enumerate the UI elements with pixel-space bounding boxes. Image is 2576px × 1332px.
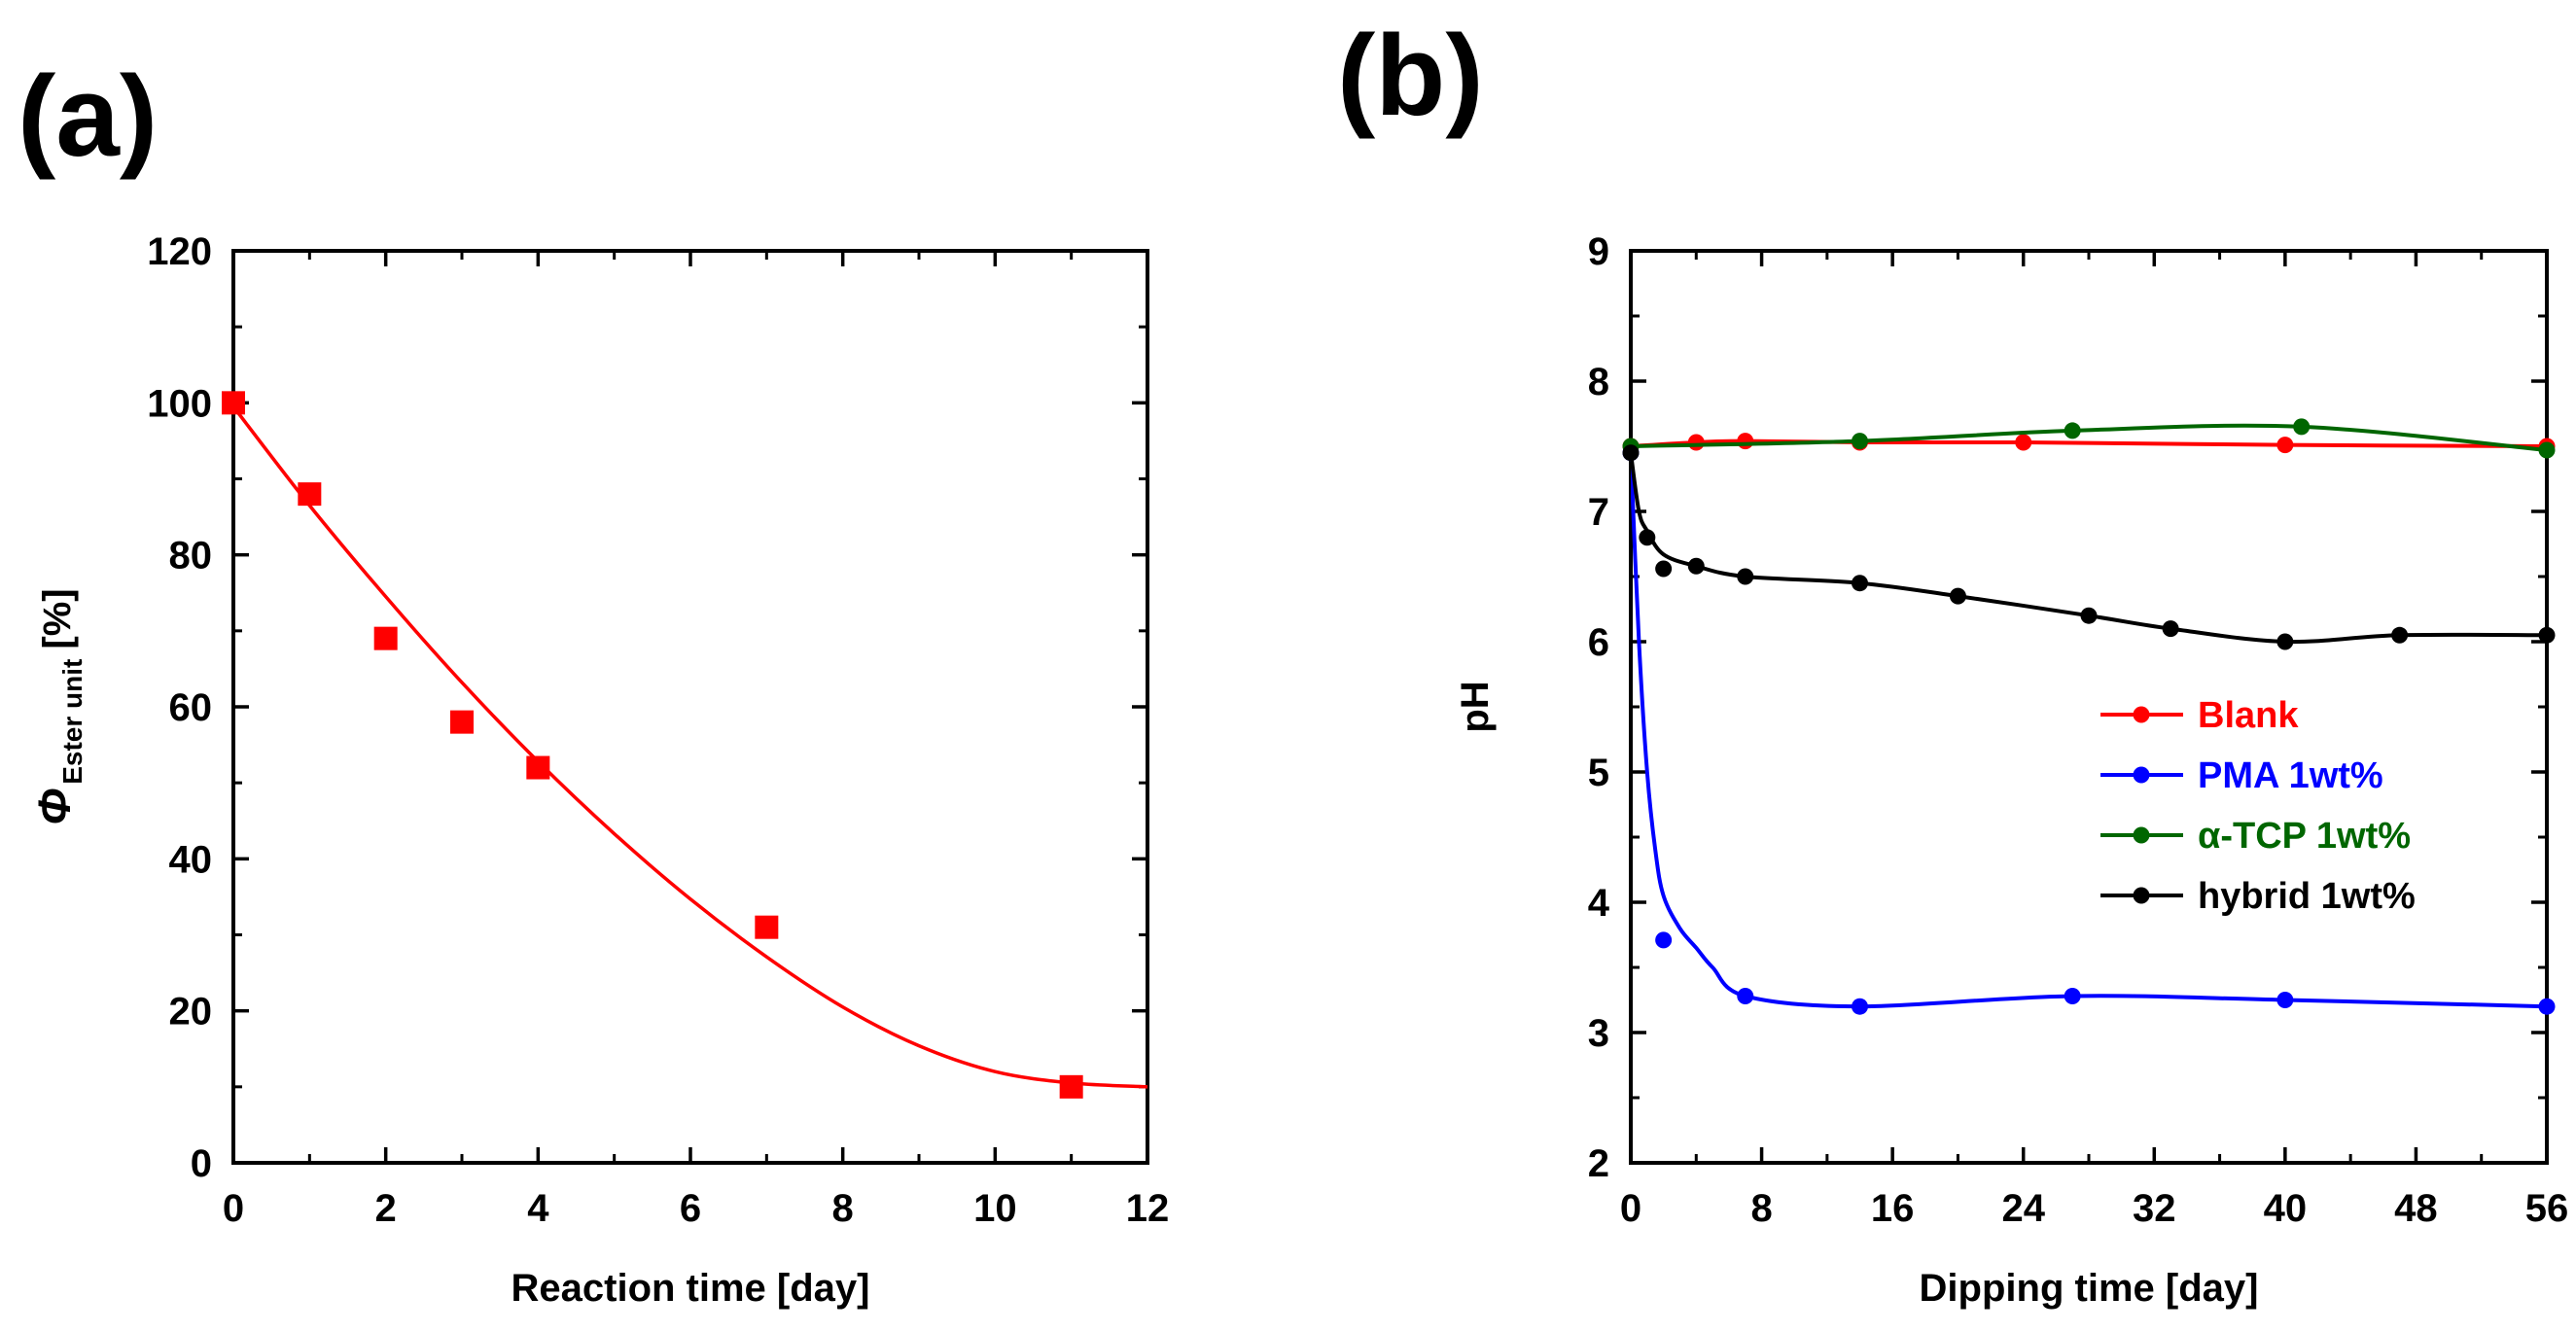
series-1	[1622, 444, 2556, 1015]
series-point	[2064, 422, 2081, 439]
series-point	[2276, 437, 2294, 454]
legend-marker	[2133, 826, 2150, 844]
data-point-square	[526, 755, 550, 780]
y-tick-label: 100	[147, 382, 212, 425]
data-point-square	[373, 626, 398, 650]
data-point-square	[1059, 1074, 1083, 1099]
series-point	[2276, 633, 2294, 650]
series-point	[2391, 626, 2409, 644]
series-line	[1631, 452, 2547, 1009]
series-point	[1737, 433, 1754, 450]
data-point-square	[222, 391, 245, 415]
series-line	[1631, 438, 2547, 448]
y-tick-label: 80	[169, 535, 213, 578]
x-tick-label: 10	[973, 1187, 1017, 1230]
legend-label: α-TCP 1wt%	[2198, 816, 2411, 857]
series-3	[1622, 444, 2556, 650]
y-tick-label: 3	[1588, 1012, 1609, 1055]
legend-marker	[2133, 706, 2150, 723]
x-axis-label-b: Dipping time [day]	[1920, 1267, 2259, 1310]
x-tick-label: 40	[2264, 1187, 2308, 1230]
y-tick-label: 5	[1588, 752, 1609, 794]
x-tick-label: 0	[223, 1187, 244, 1230]
series-point	[2080, 607, 2098, 624]
x-tick-label: 12	[1126, 1187, 1170, 1230]
x-tick-label: 2	[375, 1187, 397, 1230]
legend-label: PMA 1wt%	[2198, 755, 2383, 796]
y-axis-label-symbol: Φ	[29, 789, 80, 825]
data-point-square	[298, 482, 322, 507]
series-point	[2293, 418, 2311, 436]
legend-item: hybrid 1wt%	[2100, 876, 2416, 917]
x-tick-label: 24	[2001, 1187, 2045, 1230]
plot-frame	[1629, 249, 2549, 1165]
x-tick-label: 8	[832, 1187, 854, 1230]
data-point-square	[755, 915, 779, 939]
x-tick-label: 0	[1620, 1187, 1641, 1230]
y-tick-label: 7	[1588, 491, 1609, 534]
legend-marker	[2133, 766, 2150, 784]
series-point	[1949, 587, 1966, 605]
y-tick-label: 40	[169, 838, 213, 881]
series-point	[1737, 987, 1754, 1004]
series-point	[1737, 568, 1754, 585]
legend-label: hybrid 1wt%	[2198, 876, 2416, 917]
series-point	[2276, 992, 2294, 1008]
series-point	[1687, 557, 1705, 575]
x-tick-label: 48	[2394, 1187, 2438, 1230]
y-tick-label: 120	[147, 230, 212, 273]
series-point	[2538, 441, 2556, 459]
y-tick-label: 8	[1588, 361, 1609, 403]
panel-label-a: (a)	[18, 53, 158, 181]
y-axis-label-a: Φ Ester unit [%]	[29, 588, 88, 824]
y-tick-label: 60	[169, 686, 213, 729]
series-point	[2015, 434, 2032, 451]
series-point	[1622, 444, 1640, 462]
x-tick-label: 56	[2525, 1187, 2569, 1230]
x-tick-label: 8	[1750, 1187, 1772, 1230]
series-point	[1655, 931, 1673, 949]
series-point	[1687, 434, 1705, 451]
x-axis-label-a: Reaction time [day]	[512, 1267, 870, 1310]
plot-frame	[231, 249, 1149, 1165]
x-tick-label: 32	[2133, 1187, 2176, 1230]
series-point	[1852, 575, 1868, 592]
x-tick-label: 16	[1871, 1187, 1915, 1230]
series-point	[1655, 560, 1673, 578]
legend-item: Blank	[2100, 695, 2299, 736]
y-tick-label: 20	[169, 991, 213, 1034]
legend-item: α-TCP 1wt%	[2100, 816, 2411, 857]
x-tick-label: 4	[527, 1187, 549, 1230]
y-tick-label: 4	[1588, 882, 1610, 925]
y-tick-label: 0	[191, 1142, 212, 1185]
series-point	[2538, 626, 2556, 644]
series-point	[2162, 620, 2179, 638]
series-point	[1639, 529, 1656, 546]
series-point	[2064, 987, 2081, 1004]
data-point-square	[450, 710, 474, 734]
x-tick-label: 6	[680, 1187, 701, 1230]
series-point	[1852, 433, 1868, 450]
series-point	[1852, 998, 1868, 1015]
series-point	[2538, 998, 2556, 1015]
y-tick-label: 6	[1588, 621, 1609, 664]
legend-item: PMA 1wt%	[2100, 755, 2383, 796]
y-axis-label-unit: [%]	[36, 588, 79, 648]
legend-marker	[2133, 887, 2150, 904]
y-axis-label-b: pH	[1454, 681, 1497, 732]
series-2	[1622, 418, 2556, 459]
y-axis-label-subscript: Ester unit	[57, 659, 88, 785]
fit-curve	[233, 405, 1147, 1089]
panel-label-b: (b)	[1337, 12, 1484, 140]
y-tick-label: 9	[1588, 230, 1609, 273]
legend-label: Blank	[2198, 695, 2299, 736]
y-tick-label: 2	[1588, 1142, 1609, 1185]
